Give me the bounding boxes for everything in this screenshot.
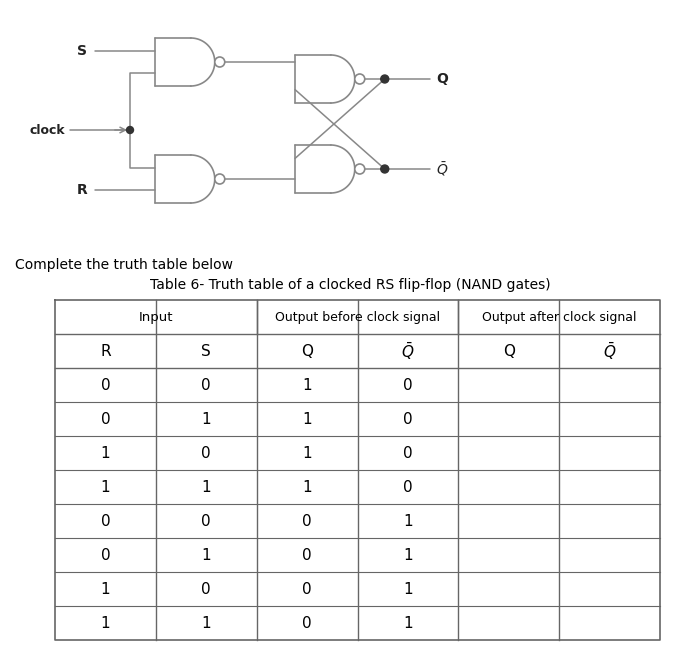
Text: 0: 0: [403, 411, 413, 426]
Text: 0: 0: [202, 582, 211, 596]
Text: Complete the truth table below: Complete the truth table below: [15, 258, 233, 272]
Text: 1: 1: [101, 582, 110, 596]
Text: $\bar{Q}$: $\bar{Q}$: [436, 160, 449, 178]
Circle shape: [215, 57, 225, 67]
Text: 0: 0: [302, 548, 312, 563]
Text: 0: 0: [403, 445, 413, 461]
Text: clock: clock: [29, 123, 65, 136]
Text: 1: 1: [302, 445, 312, 461]
Text: 1: 1: [403, 548, 413, 563]
Text: 1: 1: [302, 411, 312, 426]
Text: $\bar{Q}$: $\bar{Q}$: [603, 341, 616, 361]
Text: 1: 1: [101, 445, 110, 461]
Text: S: S: [77, 44, 87, 58]
Text: R: R: [76, 182, 87, 197]
Text: 0: 0: [302, 582, 312, 596]
Text: 1: 1: [202, 411, 211, 426]
Text: Q: Q: [436, 72, 448, 86]
Text: $\bar{Q}$: $\bar{Q}$: [401, 341, 414, 361]
Text: 1: 1: [302, 480, 312, 495]
Text: Input: Input: [139, 310, 173, 323]
Text: R: R: [100, 343, 111, 358]
Circle shape: [355, 164, 365, 174]
Text: 0: 0: [202, 378, 211, 393]
Text: 1: 1: [202, 548, 211, 563]
Text: 1: 1: [101, 615, 110, 630]
Text: Output after clock signal: Output after clock signal: [482, 310, 636, 323]
Text: 1: 1: [202, 480, 211, 495]
Text: Output before clock signal: Output before clock signal: [275, 310, 440, 323]
Text: 0: 0: [101, 513, 110, 528]
Text: 0: 0: [202, 513, 211, 528]
Text: 1: 1: [302, 378, 312, 393]
Text: 0: 0: [403, 480, 413, 495]
Text: Table 6- Truth table of a clocked RS flip-flop (NAND gates): Table 6- Truth table of a clocked RS fli…: [150, 278, 550, 292]
Text: 1: 1: [403, 615, 413, 630]
Text: 0: 0: [101, 378, 110, 393]
Text: 1: 1: [403, 513, 413, 528]
Text: 0: 0: [202, 445, 211, 461]
Text: 1: 1: [101, 480, 110, 495]
Text: 0: 0: [302, 615, 312, 630]
Text: 1: 1: [202, 615, 211, 630]
Circle shape: [381, 75, 388, 83]
Text: 0: 0: [101, 411, 110, 426]
Text: 0: 0: [101, 548, 110, 563]
Circle shape: [215, 174, 225, 184]
Circle shape: [127, 127, 134, 134]
Circle shape: [381, 165, 388, 173]
Circle shape: [355, 74, 365, 84]
Text: S: S: [202, 343, 211, 358]
Text: Q: Q: [503, 343, 514, 358]
Text: Q: Q: [301, 343, 313, 358]
Text: 0: 0: [403, 378, 413, 393]
Text: 0: 0: [302, 513, 312, 528]
Text: 1: 1: [403, 582, 413, 596]
